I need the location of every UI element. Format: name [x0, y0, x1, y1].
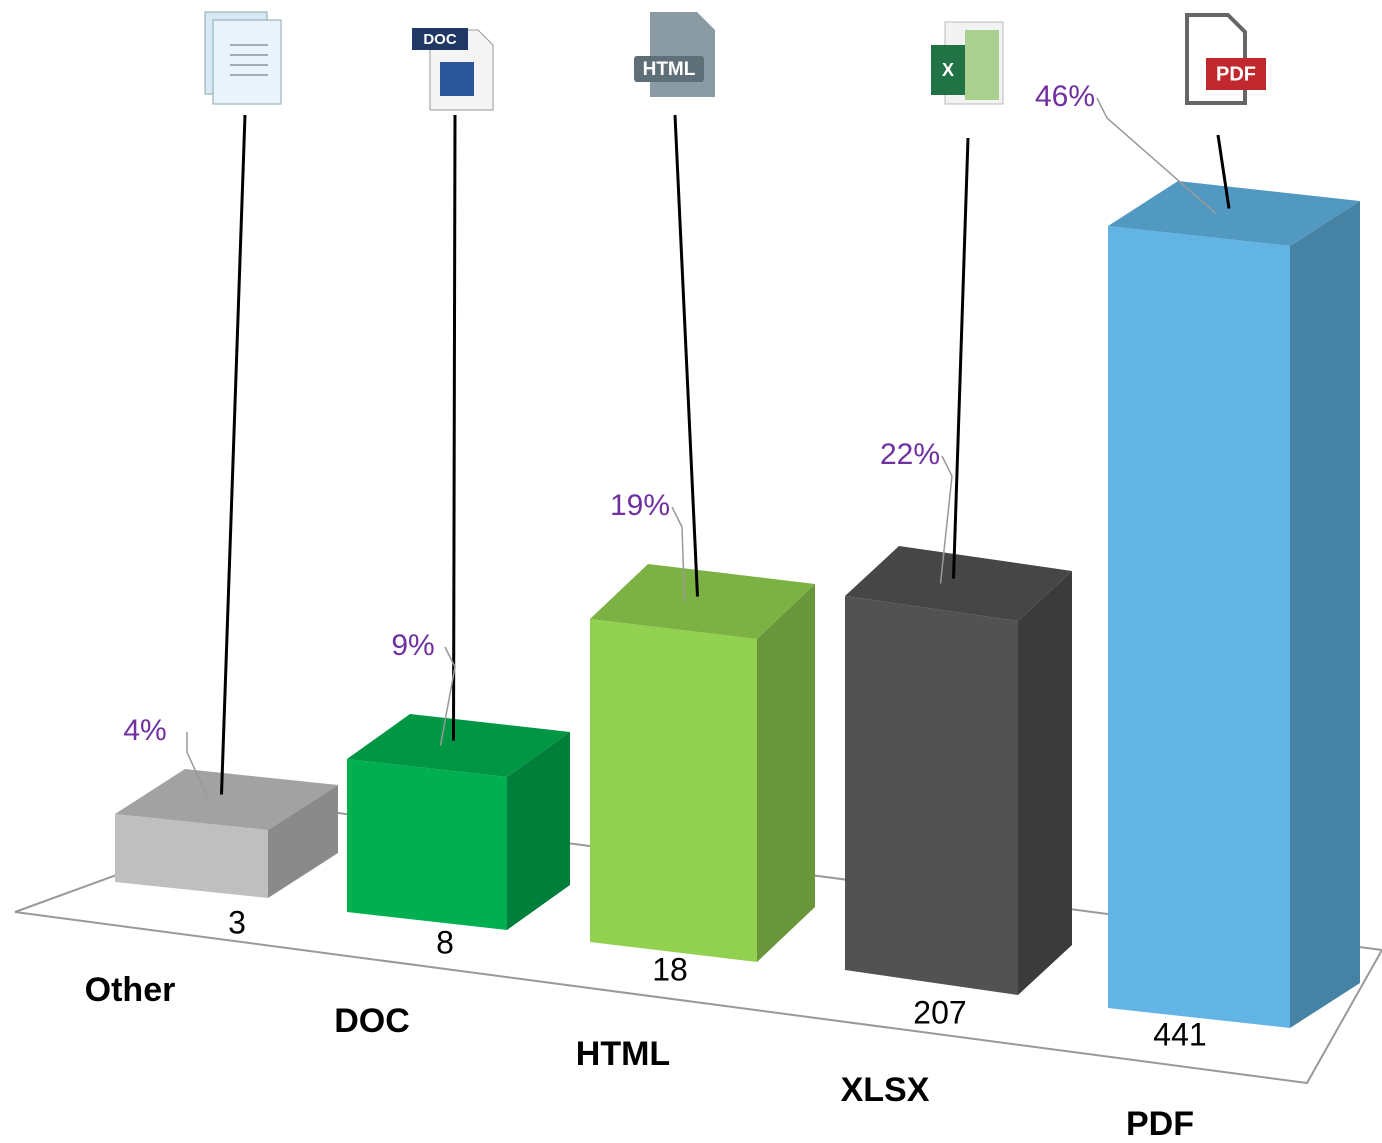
percent-label: 46% [1035, 80, 1095, 113]
count-label: 207 [913, 994, 966, 1030]
count-label: 18 [652, 951, 688, 987]
bar-side [757, 584, 815, 962]
icon-leader [220, 114, 247, 795]
icon-html: HTML [634, 12, 715, 97]
icon-xlsx: X [931, 21, 1004, 105]
percent-label: 9% [391, 629, 434, 662]
icon-label: PDF [1216, 63, 1256, 85]
bar-side [1018, 571, 1072, 995]
icon-label: X [942, 60, 954, 80]
bar-top [845, 546, 1072, 621]
count-label: 3 [228, 904, 246, 940]
bar-top [1108, 181, 1360, 246]
icon-label: DOC [423, 31, 457, 48]
label-leader [939, 455, 953, 584]
bar-side [1290, 201, 1360, 1028]
bar-top [590, 564, 815, 639]
percent-label: 22% [880, 438, 940, 471]
label-leader [186, 732, 210, 800]
icon-label: HTML [643, 59, 696, 80]
bar-front [115, 814, 268, 898]
count-label: 441 [1153, 1016, 1206, 1052]
label-leader [1096, 97, 1217, 215]
category-label: XLSX [841, 1071, 930, 1109]
bar-top [115, 769, 338, 830]
icon-leader [1216, 134, 1231, 209]
bar-front [590, 619, 757, 962]
icon-doc: DOC [412, 28, 494, 111]
category-label: PDF [1126, 1105, 1194, 1143]
label-leader [671, 506, 686, 602]
icon-pdf: PDF [1185, 13, 1266, 105]
icon-other [204, 11, 282, 105]
bar-top [347, 714, 570, 777]
category-label: HTML [576, 1035, 670, 1073]
icon-leader [952, 137, 970, 579]
icon-leader [452, 114, 457, 741]
count-label: 8 [436, 924, 454, 960]
label-leader [439, 646, 456, 746]
category-label: Other [85, 971, 176, 1009]
percent-label: 4% [123, 714, 166, 747]
bar-side [507, 732, 570, 930]
icon-leader [673, 114, 699, 597]
bar-front [1108, 226, 1290, 1028]
bar-side [268, 785, 338, 898]
category-label: DOC [334, 1002, 410, 1040]
bar-front [845, 596, 1018, 995]
bar-front [347, 759, 507, 930]
percent-label: 19% [610, 489, 670, 522]
